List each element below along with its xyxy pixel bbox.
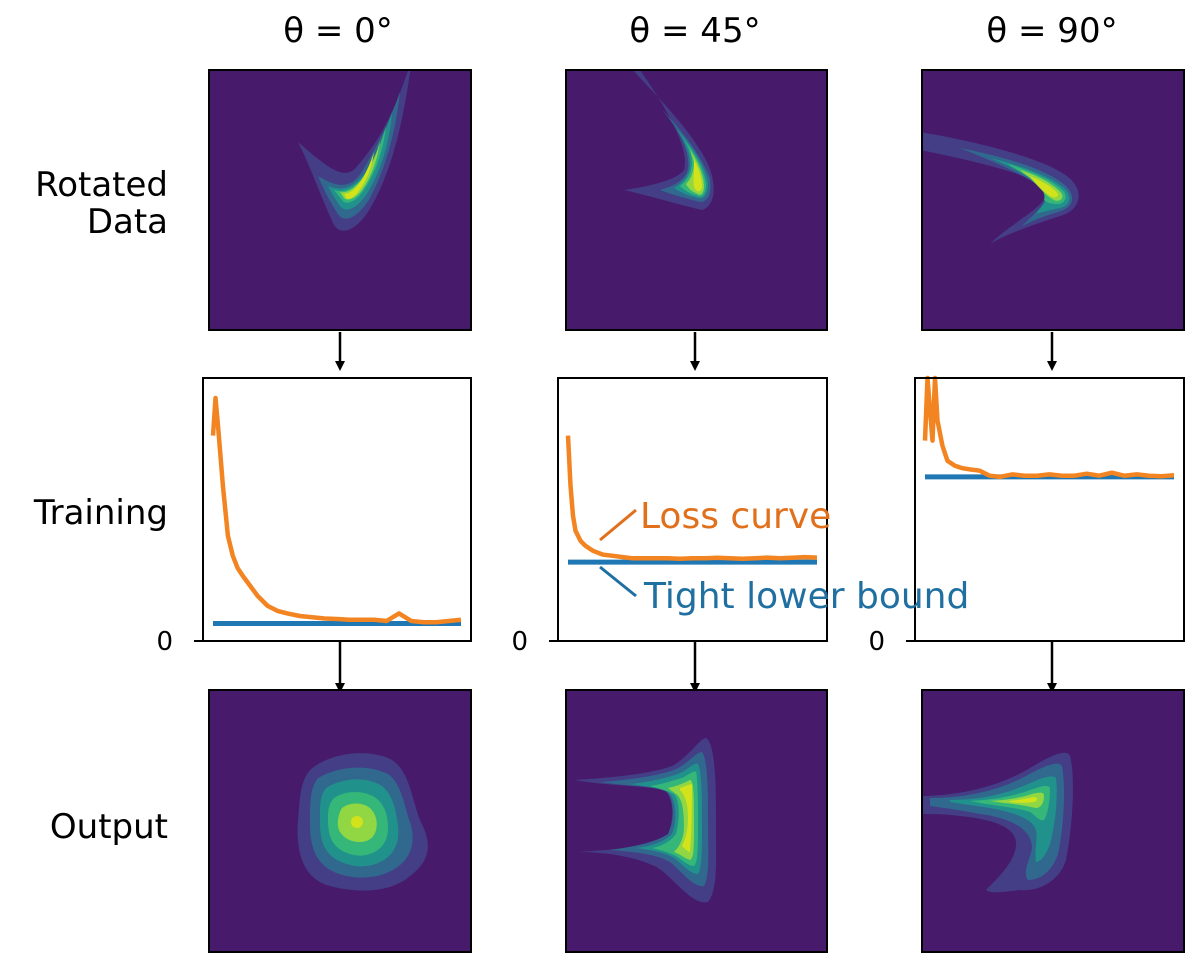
row-label-output: Output — [50, 807, 168, 847]
training-plot-frame — [914, 377, 1185, 642]
y-tick-label-zero: 0 — [511, 627, 528, 657]
output-panel-90 — [921, 689, 1185, 953]
rotated-data-panel-0 — [208, 69, 472, 331]
density-banana-45 — [624, 70, 714, 210]
loss-curve-line — [922, 375, 1175, 480]
density-banana-90 — [922, 132, 1079, 244]
training-plot-0: 0 — [156, 377, 472, 657]
training-plot-background — [558, 378, 827, 641]
density-output-90 — [922, 752, 1073, 893]
row-label-data: Data — [87, 202, 168, 242]
training-plot-frame — [202, 377, 472, 642]
loss-curve-line — [565, 435, 818, 562]
row-label-training: Training — [33, 493, 168, 533]
training-plot-background — [915, 378, 1184, 641]
lower-bound-leader — [599, 565, 637, 598]
rotated-data-panel-45 — [565, 69, 828, 331]
density-banana-0 — [298, 70, 411, 231]
row-label-rotated: Rotated — [35, 165, 168, 205]
training-plot-background — [203, 378, 471, 641]
loss-curve-label: Loss curve — [640, 496, 831, 537]
output-panel-0 — [208, 689, 472, 953]
training-plot-2: 0 — [868, 375, 1185, 657]
column-title-45: θ = 45° — [629, 11, 760, 51]
density-output-45 — [574, 738, 717, 903]
training-plot-frame — [557, 377, 828, 642]
training-plots: 0 0 0 — [156, 375, 1185, 657]
y-tick-label-zero: 0 — [156, 627, 173, 657]
output-panel-45 — [565, 689, 828, 953]
y-tick-label-zero: 0 — [868, 627, 885, 657]
lower-bound-label: Tight lower bound — [643, 576, 969, 617]
loss-curve-leader — [599, 508, 637, 542]
loss-curve-line — [210, 395, 462, 625]
rotated-data-panel-90 — [921, 69, 1185, 331]
column-title-0: θ = 0° — [283, 11, 393, 51]
density-output-0 — [297, 753, 428, 891]
training-plot-1: 0 — [511, 377, 828, 657]
column-title-90: θ = 90° — [986, 11, 1117, 51]
